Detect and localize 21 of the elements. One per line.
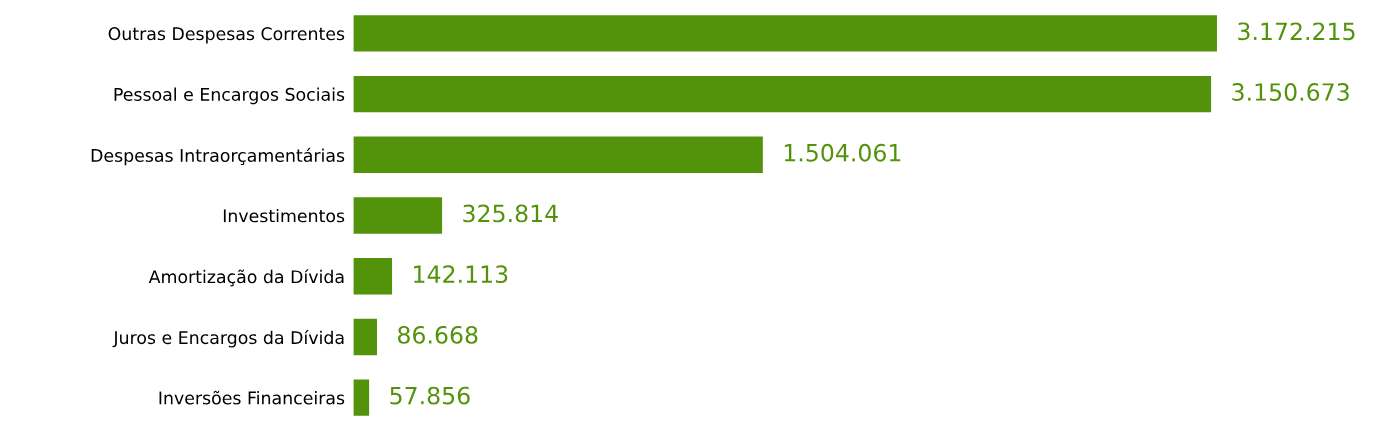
y-tick-label: Despesas Intraorçamentárias <box>91 147 345 166</box>
bar <box>353 15 1217 52</box>
y-tick-label: Pessoal e Encargos Sociais <box>114 87 345 105</box>
y-tick-label: Amortização da Dívida <box>148 269 344 287</box>
bar <box>353 136 763 174</box>
data-label: 1.504.061 <box>784 143 901 162</box>
bar <box>353 318 377 356</box>
y-tick-label: Outras Despesas Correntes <box>108 27 345 44</box>
data-label: 3.150.673 <box>1232 83 1349 101</box>
bar <box>353 379 370 416</box>
bar <box>353 197 443 234</box>
y-tick-label: Investimentos <box>223 208 345 223</box>
data-label: 142.113 <box>414 265 508 284</box>
data-label: 3.172.215 <box>1238 22 1355 41</box>
y-tick-label: Juros e Encargos da Dívida <box>112 329 344 348</box>
data-label: 57.856 <box>390 386 470 405</box>
data-label: 325.814 <box>463 204 558 223</box>
bar <box>353 75 1212 113</box>
bar <box>353 258 393 295</box>
y-tick-label: Inversões Financeiras <box>159 390 345 405</box>
data-label: 86.668 <box>398 325 478 344</box>
